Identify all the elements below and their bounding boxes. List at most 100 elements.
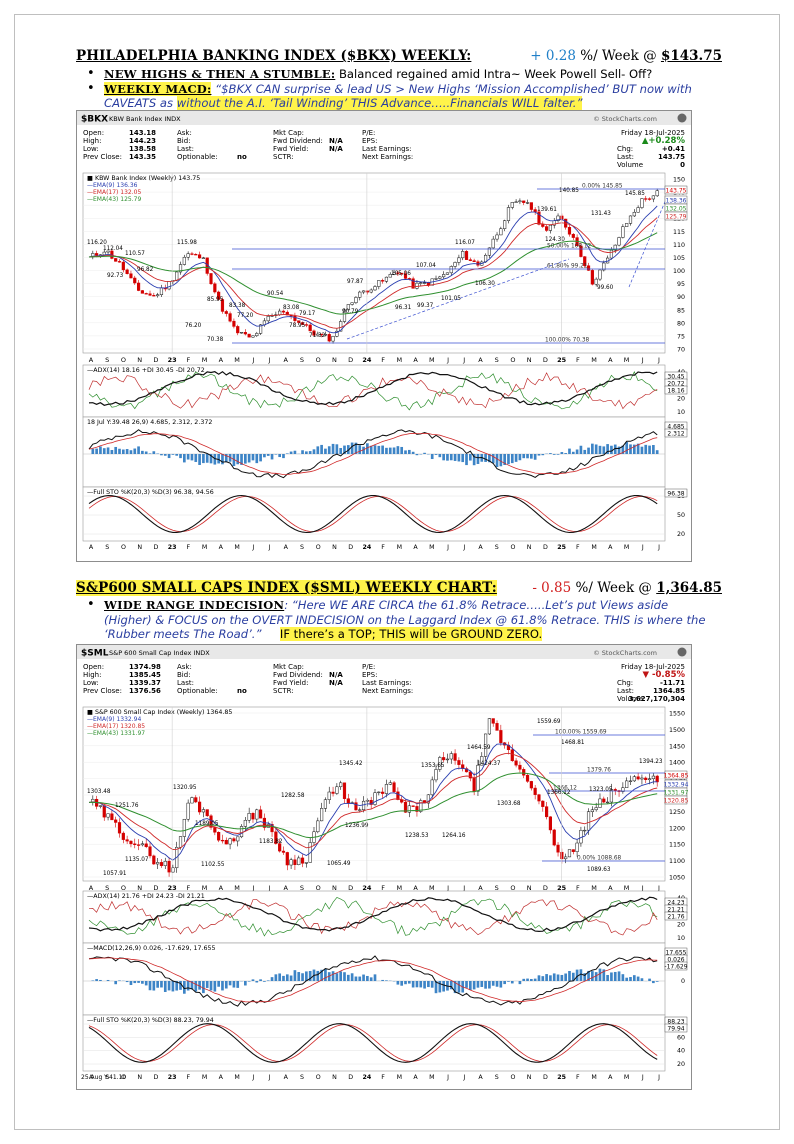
macd-histogram-bar xyxy=(503,981,506,985)
candle-body xyxy=(293,315,297,321)
price-annotation: 140.85 xyxy=(559,188,579,194)
candle-body xyxy=(190,253,194,255)
candle-body xyxy=(407,805,411,813)
candle-body xyxy=(617,237,621,246)
candle-body xyxy=(647,778,652,781)
adx-tag-bg xyxy=(664,911,688,921)
price-annotation: 1468.81 xyxy=(561,740,585,746)
section2-bullet-1: WIDE RANGE INDECISION: “Here WE ARE CIRC… xyxy=(87,598,710,642)
macd-histogram-bar xyxy=(324,968,327,981)
macd-histogram-bar xyxy=(133,448,137,454)
candle-body xyxy=(571,849,575,852)
bullet-note-highlight: IF there’s a TOP; THIS will be GROUND ZE… xyxy=(279,627,543,641)
macd-histogram-bar xyxy=(411,981,415,988)
candle-body xyxy=(152,295,156,297)
candle-body xyxy=(182,818,186,837)
macd-histogram-bar xyxy=(289,975,293,981)
macd-histogram-bar xyxy=(423,981,426,989)
x-axis-label: J xyxy=(657,356,660,364)
x-axis-label: J xyxy=(446,884,449,892)
x-axis-label-bottom: S xyxy=(300,544,304,551)
macd-histogram-bar xyxy=(102,448,106,454)
candle-body xyxy=(522,769,526,776)
macd-histogram-bar xyxy=(198,454,201,465)
price-annotation: 1251.76 xyxy=(115,803,139,809)
section1-header: PHILADELPHIA BANKING INDEX ($BKX) WEEKLY… xyxy=(76,48,722,68)
price-tag-bg xyxy=(664,211,688,221)
x-axis-label-bottom: M xyxy=(234,1074,239,1081)
macd-histogram-bar xyxy=(434,981,438,994)
eps-label: EPS: xyxy=(362,137,377,145)
x-axis-label-bottom: F xyxy=(381,544,385,551)
candle-body xyxy=(457,760,461,765)
macd-histogram-bar xyxy=(293,970,297,981)
fib-label: 1379.76 xyxy=(587,768,611,774)
candle-body xyxy=(510,202,514,208)
candle-body xyxy=(232,838,236,842)
x-axis-label: M xyxy=(202,356,208,364)
x-axis-label-bottom: F xyxy=(187,1074,191,1081)
macd-histogram-bar xyxy=(133,981,137,984)
x-axis-label: M xyxy=(624,356,630,364)
x-axis-label-bottom: D xyxy=(543,544,548,551)
macd-histogram-bar xyxy=(568,448,571,454)
x-axis-label-bottom: J xyxy=(268,1074,271,1081)
x-axis-label-bottom: J xyxy=(446,1074,449,1081)
candle-body xyxy=(308,324,312,332)
candle-body xyxy=(255,809,259,820)
macd-histogram-bar xyxy=(392,447,396,454)
candle-body xyxy=(331,336,335,342)
adx-tag: 18.16 xyxy=(667,388,684,395)
macd-histogram-bar xyxy=(320,444,323,454)
candle-body xyxy=(106,250,110,253)
macd-histogram-bar xyxy=(270,977,274,981)
candle-body xyxy=(422,282,427,284)
candle-body xyxy=(621,787,625,792)
candle-body xyxy=(415,806,419,812)
x-axis-label-bottom: A xyxy=(284,544,289,551)
quote-volume-label: Volume xyxy=(617,161,643,169)
price-annotation: 1236.99 xyxy=(345,823,369,829)
candle-body xyxy=(491,718,495,724)
macd-histogram-bar xyxy=(350,442,354,454)
macd-histogram-bar xyxy=(560,974,564,981)
candle-body xyxy=(312,330,316,336)
macd-histogram-bar xyxy=(316,970,320,981)
candle-body xyxy=(598,798,602,808)
candle-body xyxy=(346,798,350,804)
quote-chg-pct: ▲+0.28% xyxy=(642,136,686,146)
candle-body xyxy=(167,860,171,873)
fib-label: 1366.12 xyxy=(553,786,577,792)
candle-body xyxy=(377,791,381,794)
x-axis-label: A xyxy=(284,356,289,364)
macd-histogram-bar xyxy=(579,969,583,981)
fwd-div-value: N/A xyxy=(329,137,343,145)
ema9-line xyxy=(88,205,658,334)
x-axis-label: M xyxy=(429,884,435,892)
macd-histogram-bar xyxy=(274,454,278,455)
macd-histogram-bar xyxy=(190,981,194,990)
macd-histogram-bar xyxy=(430,454,434,460)
x-axis-label-bottom: M xyxy=(429,1074,434,1081)
macd-histogram-bar xyxy=(621,445,625,454)
candle-body xyxy=(369,289,373,293)
candle-body xyxy=(468,259,472,261)
prev-close-label: Prev Close: xyxy=(83,153,122,161)
candle-body xyxy=(144,293,148,295)
macd-histogram-bar xyxy=(636,976,640,981)
macd-histogram-bar xyxy=(137,981,140,983)
macd-histogram-bar xyxy=(575,969,579,981)
candle-body xyxy=(499,730,503,743)
ema17-line xyxy=(88,752,658,850)
macd-histogram-bar xyxy=(141,981,144,984)
macd-histogram-bar xyxy=(613,971,617,981)
macd-histogram-bar xyxy=(510,981,514,984)
macd-histogram-bar xyxy=(632,444,636,454)
adx-label: —ADX(14) 21.76 +DI 24.23 -DI 21.21 xyxy=(87,893,205,900)
candle-body xyxy=(361,800,366,811)
macd-histogram-bar xyxy=(484,981,487,989)
candle-body xyxy=(156,862,160,865)
macd-tag-bg xyxy=(664,428,688,438)
price-annotation: 1264.16 xyxy=(442,833,466,839)
optionable-value: no xyxy=(237,153,247,161)
